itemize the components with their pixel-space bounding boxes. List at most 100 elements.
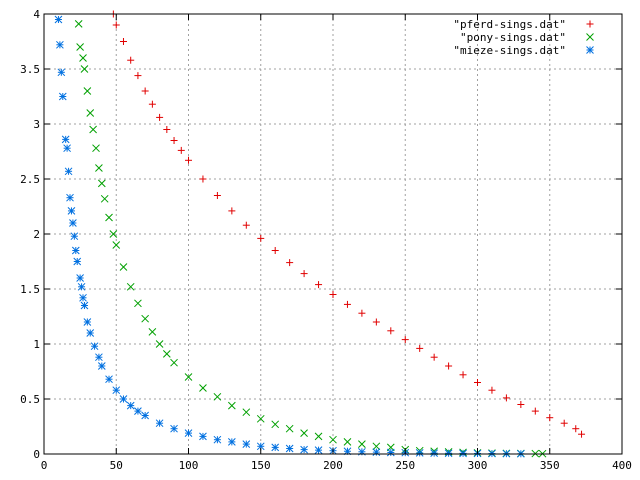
data-point — [134, 72, 142, 80]
data-point — [314, 432, 323, 441]
data-point — [79, 54, 87, 62]
data-point — [242, 221, 250, 229]
data-point — [83, 87, 92, 95]
x-tick-label: 300 — [468, 459, 488, 472]
data-point — [372, 318, 380, 326]
data-point — [119, 38, 127, 45]
data-point — [109, 230, 118, 238]
legend-label: "pferd-sings.dat" — [453, 18, 566, 31]
data-point — [79, 293, 87, 302]
data-point — [401, 336, 409, 344]
legend-label: "mieze-sings.dat" — [453, 44, 566, 57]
data-point — [80, 65, 89, 73]
data-point — [83, 318, 92, 326]
data-point — [329, 291, 337, 298]
legend-marker — [586, 46, 594, 54]
data-point — [66, 193, 74, 202]
data-point — [141, 411, 150, 420]
data-point — [95, 164, 103, 172]
data-point — [126, 282, 135, 291]
data-point — [64, 167, 73, 176]
data-point — [73, 257, 82, 266]
data-point — [517, 401, 525, 408]
data-point — [242, 408, 251, 417]
legend-marker — [586, 33, 594, 41]
data-point — [67, 207, 76, 215]
data-point — [177, 146, 185, 154]
data-point — [502, 394, 510, 402]
y-tick-label: 3 — [33, 118, 40, 131]
data-point — [58, 92, 67, 101]
data-point — [445, 362, 453, 370]
x-tick-label: 100 — [179, 459, 199, 472]
x-tick-label: 150 — [251, 459, 271, 472]
data-point — [86, 329, 95, 337]
data-point — [560, 419, 568, 427]
data-point — [92, 144, 100, 153]
data-point — [546, 414, 554, 422]
data-point — [134, 407, 142, 415]
data-point — [256, 414, 265, 423]
data-point — [227, 401, 236, 410]
data-point — [105, 375, 113, 384]
data-point — [488, 386, 496, 394]
data-point — [134, 299, 142, 308]
data-point — [127, 56, 135, 64]
data-point — [126, 401, 135, 410]
data-point — [112, 21, 120, 29]
data-point — [386, 448, 395, 457]
legend-label: "pony-sings.dat" — [460, 31, 566, 44]
y-tick-label: 1.5 — [20, 283, 40, 296]
data-series — [54, 10, 586, 458]
data-point — [271, 443, 280, 452]
data-point — [343, 438, 352, 446]
data-point — [185, 156, 192, 164]
data-point — [155, 419, 164, 428]
y-tick-label: 0 — [33, 448, 40, 461]
data-point — [199, 175, 207, 183]
data-point — [184, 373, 193, 381]
data-point — [228, 207, 236, 215]
data-point — [76, 274, 84, 282]
data-point — [61, 135, 70, 144]
x-tick-label: 50 — [110, 459, 123, 472]
data-point — [90, 342, 99, 351]
data-point — [213, 192, 221, 199]
data-point — [100, 194, 109, 203]
data-point — [163, 126, 171, 133]
series-2 — [54, 15, 525, 458]
y-tick-label: 2.5 — [20, 173, 40, 186]
data-point — [74, 20, 83, 28]
data-point — [387, 327, 395, 335]
data-point — [300, 270, 308, 278]
data-point — [372, 442, 381, 451]
data-point — [300, 445, 308, 454]
data-point — [430, 353, 438, 361]
data-point — [86, 109, 95, 117]
data-point — [572, 425, 580, 433]
data-point — [271, 247, 279, 254]
data-point — [119, 395, 128, 403]
data-point — [170, 137, 178, 144]
x-tick-label: 200 — [323, 459, 343, 472]
data-point — [416, 344, 424, 352]
data-point — [89, 125, 97, 134]
data-point — [105, 213, 113, 222]
legend-marker — [586, 20, 594, 28]
data-point — [459, 371, 467, 379]
data-point — [286, 259, 294, 267]
data-point — [71, 246, 80, 255]
y-tick-label: 3.5 — [20, 63, 40, 76]
data-point — [148, 328, 157, 336]
data-point — [285, 444, 294, 453]
data-point — [119, 263, 128, 271]
data-point — [54, 15, 63, 24]
data-point — [156, 113, 164, 121]
data-point — [170, 424, 178, 433]
x-tick-label: 350 — [540, 459, 560, 472]
data-point — [358, 440, 366, 448]
x-tick-label: 400 — [612, 459, 632, 472]
data-point — [242, 440, 251, 448]
data-point — [112, 241, 121, 249]
data-point — [213, 435, 222, 444]
